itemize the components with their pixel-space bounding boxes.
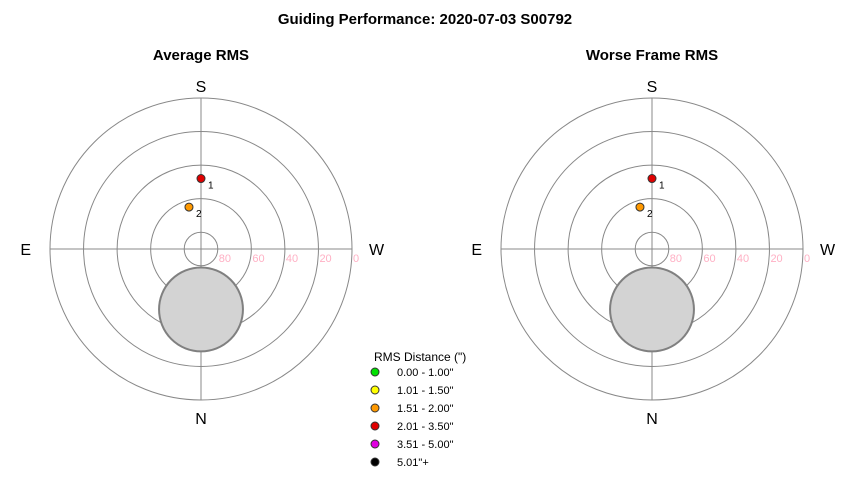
radial-tick-label: 0	[353, 253, 359, 265]
legend-label: 5.01"+	[397, 457, 429, 469]
polar-plot-2: Worse Frame RMS S N E W 80 60 40 20 0 1 2	[471, 47, 836, 428]
legend-swatch	[370, 385, 380, 395]
direction-top: S	[196, 79, 207, 96]
direction-right: W	[820, 242, 836, 259]
legend-label: 1.51 - 2.00"	[397, 403, 454, 415]
radial-tick-label: 0	[804, 253, 810, 265]
legend-swatch	[370, 403, 380, 413]
radial-tick-label: 40	[286, 253, 298, 265]
data-point	[635, 202, 645, 212]
legend-label: 3.51 - 5.00"	[397, 439, 454, 451]
radial-tick-label: 20	[319, 253, 331, 265]
data-point	[196, 174, 206, 184]
obscured-zone	[158, 266, 244, 353]
direction-top: S	[647, 79, 658, 96]
radial-tick-label: 80	[670, 253, 682, 265]
point-label: 1	[659, 181, 665, 192]
radial-tick-label: 60	[252, 253, 264, 265]
point-label: 1	[208, 181, 214, 192]
legend-title: RMS Distance (")	[374, 350, 466, 364]
radial-tick-label: 20	[770, 253, 782, 265]
direction-bottom: N	[195, 411, 207, 428]
radial-tick-label: 40	[737, 253, 749, 265]
radial-tick-label: 60	[703, 253, 715, 265]
data-point	[184, 202, 194, 212]
plot-title: Average RMS	[153, 47, 249, 64]
direction-left: E	[471, 242, 482, 259]
point-label: 2	[647, 209, 653, 220]
radial-tick-label: 80	[219, 253, 231, 265]
legend-swatch	[370, 457, 380, 467]
legend-swatch	[370, 439, 380, 449]
legend-label: 0.00 - 1.00"	[397, 367, 454, 379]
plot-title: Worse Frame RMS	[586, 47, 718, 64]
polar-plot-1: Average RMS S N E W 80 60 40 20 0 1 2	[20, 47, 385, 428]
legend-swatch	[370, 367, 380, 377]
obscured-zone	[609, 266, 695, 353]
point-label: 2	[196, 209, 202, 220]
direction-left: E	[20, 242, 31, 259]
figure-title: Guiding Performance: 2020-07-03 S00792	[278, 11, 572, 28]
legend-label: 2.01 - 3.50"	[397, 421, 454, 433]
legend-swatch	[370, 421, 380, 431]
data-point	[647, 174, 657, 184]
direction-right: W	[369, 242, 385, 259]
legend: RMS Distance (") 0.00 - 1.00" 1.01 - 1.50"…	[370, 350, 466, 469]
legend-label: 1.01 - 1.50"	[397, 385, 454, 397]
direction-bottom: N	[646, 411, 658, 428]
